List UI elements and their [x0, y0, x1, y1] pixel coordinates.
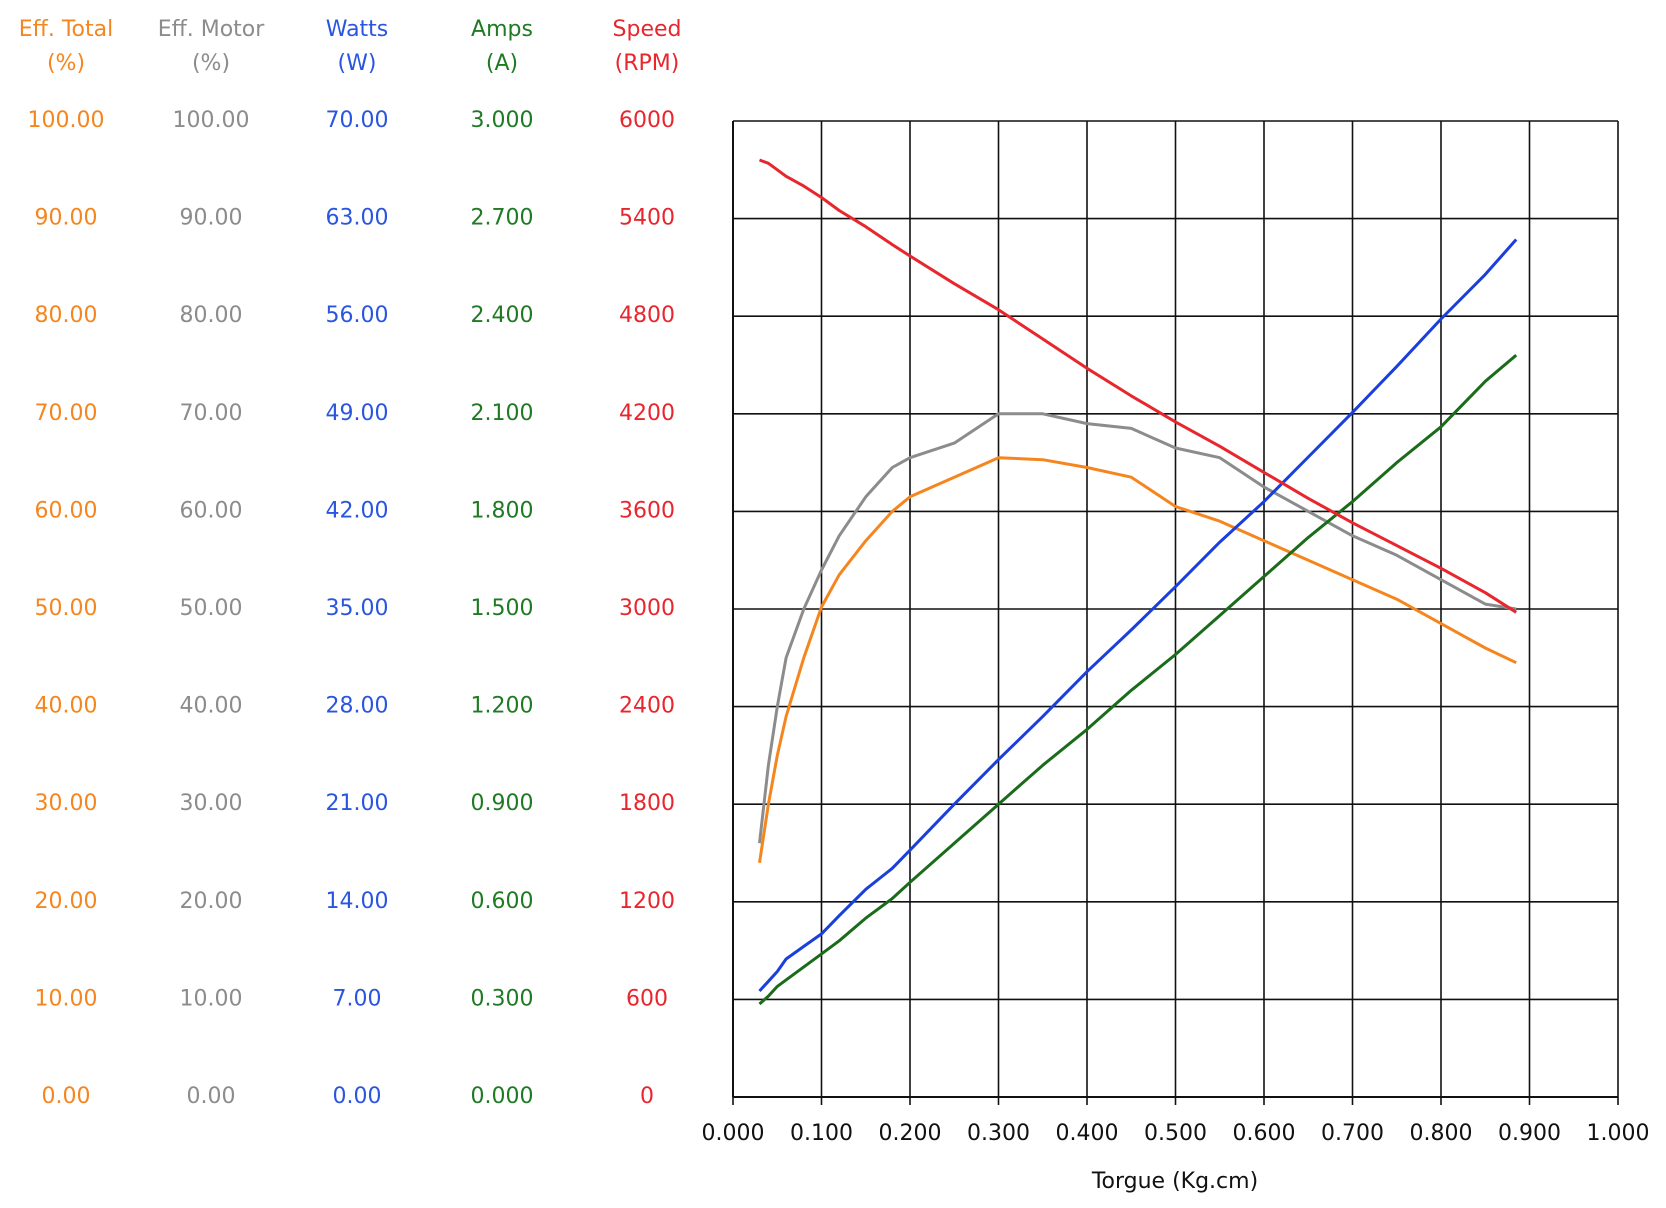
axis-unit: (W) — [338, 51, 377, 76]
y-tick-label: 0.900 — [471, 791, 534, 816]
y-tick-label: 3600 — [619, 498, 675, 523]
series-line — [758, 412, 1517, 844]
y-tick-label: 49.00 — [326, 401, 389, 426]
y-tick-label: 0.00 — [187, 1084, 236, 1109]
y-tick-label: 50.00 — [180, 596, 243, 621]
y-tick-label: 7.00 — [333, 986, 382, 1011]
series-line — [758, 158, 1518, 614]
series-line — [758, 354, 1518, 1006]
y-tick-label: 56.00 — [326, 303, 389, 328]
y-tick-label: 2.400 — [471, 303, 534, 328]
axis-title: Eff. Total — [19, 17, 113, 42]
y-tick-label: 20.00 — [180, 889, 243, 914]
y-tick-label: 80.00 — [35, 303, 98, 328]
y-tick-label: 10.00 — [35, 986, 98, 1011]
axis-title: Watts — [326, 17, 389, 42]
y-tick-label: 4200 — [619, 401, 675, 426]
y-tick-label: 21.00 — [326, 791, 389, 816]
x-tick-label: 0.200 — [879, 1121, 942, 1146]
y-tick-label: 60.00 — [180, 498, 243, 523]
y-tick-label: 70.00 — [180, 401, 243, 426]
y-tick-label: 30.00 — [180, 791, 243, 816]
y-tick-label: 10.00 — [180, 986, 243, 1011]
axis-title: Eff. Motor — [158, 17, 266, 42]
y-tick-label: 40.00 — [180, 694, 243, 719]
axis-title: Speed — [613, 17, 682, 42]
y-tick-label: 90.00 — [180, 206, 243, 231]
y-tick-label: 0.600 — [471, 889, 534, 914]
y-tick-label: 1.500 — [471, 596, 534, 621]
y-tick-label: 63.00 — [326, 206, 389, 231]
y-tick-label: 42.00 — [326, 498, 389, 523]
axis-unit: (%) — [47, 51, 85, 76]
axis-unit: (A) — [486, 51, 518, 76]
y-tick-label: 1.800 — [471, 498, 534, 523]
y-tick-label: 3.000 — [471, 108, 534, 133]
x-tick-label: 0.900 — [1498, 1121, 1561, 1146]
y-tick-label: 4800 — [619, 303, 675, 328]
y-tick-label: 0.000 — [471, 1084, 534, 1109]
y-tick-label: 6000 — [619, 108, 675, 133]
y-tick-label: 20.00 — [35, 889, 98, 914]
x-tick-label: 0.100 — [790, 1121, 853, 1146]
axis-title: Amps — [471, 17, 533, 42]
y-tick-label: 100.00 — [28, 108, 105, 133]
x-tick-label: 0.400 — [1056, 1121, 1119, 1146]
y-tick-label: 0.00 — [333, 1084, 382, 1109]
axis-unit: (%) — [192, 51, 230, 76]
y-tick-label: 35.00 — [326, 596, 389, 621]
y-tick-label: 2.100 — [471, 401, 534, 426]
x-tick-label: 1.000 — [1587, 1121, 1650, 1146]
x-tick-label: 0.500 — [1144, 1121, 1207, 1146]
x-tick-label: 0.800 — [1410, 1121, 1473, 1146]
y-tick-label: 1800 — [619, 791, 675, 816]
x-tick-label: 0.600 — [1233, 1121, 1296, 1146]
y-tick-label: 0.00 — [42, 1084, 91, 1109]
y-tick-label: 80.00 — [180, 303, 243, 328]
y-tick-label: 1.200 — [471, 694, 534, 719]
y-tick-label: 100.00 — [173, 108, 250, 133]
x-tick-label: 0.000 — [702, 1121, 765, 1146]
y-tick-label: 3000 — [619, 596, 675, 621]
y-tick-label: 30.00 — [35, 791, 98, 816]
y-tick-label: 5400 — [619, 206, 675, 231]
series-line — [758, 238, 1518, 993]
x-axis-title: Torgue (Kg.cm) — [1091, 1169, 1258, 1194]
y-tick-label: 70.00 — [326, 108, 389, 133]
y-tick-label: 14.00 — [326, 889, 389, 914]
x-tick-label: 0.300 — [967, 1121, 1030, 1146]
y-tick-label: 600 — [626, 986, 668, 1011]
y-tick-label: 0.300 — [471, 986, 534, 1011]
y-tick-label: 50.00 — [35, 596, 98, 621]
y-tick-label: 28.00 — [326, 694, 389, 719]
y-tick-label: 0 — [640, 1084, 654, 1109]
y-tick-label: 90.00 — [35, 206, 98, 231]
series-line — [758, 456, 1517, 864]
y-tick-label: 70.00 — [35, 401, 98, 426]
y-tick-label: 40.00 — [35, 694, 98, 719]
y-tick-label: 2.700 — [471, 206, 534, 231]
y-tick-label: 1200 — [619, 889, 675, 914]
y-tick-label: 2400 — [619, 694, 675, 719]
y-tick-label: 60.00 — [35, 498, 98, 523]
axis-unit: (RPM) — [615, 51, 680, 76]
x-tick-label: 0.700 — [1321, 1121, 1384, 1146]
